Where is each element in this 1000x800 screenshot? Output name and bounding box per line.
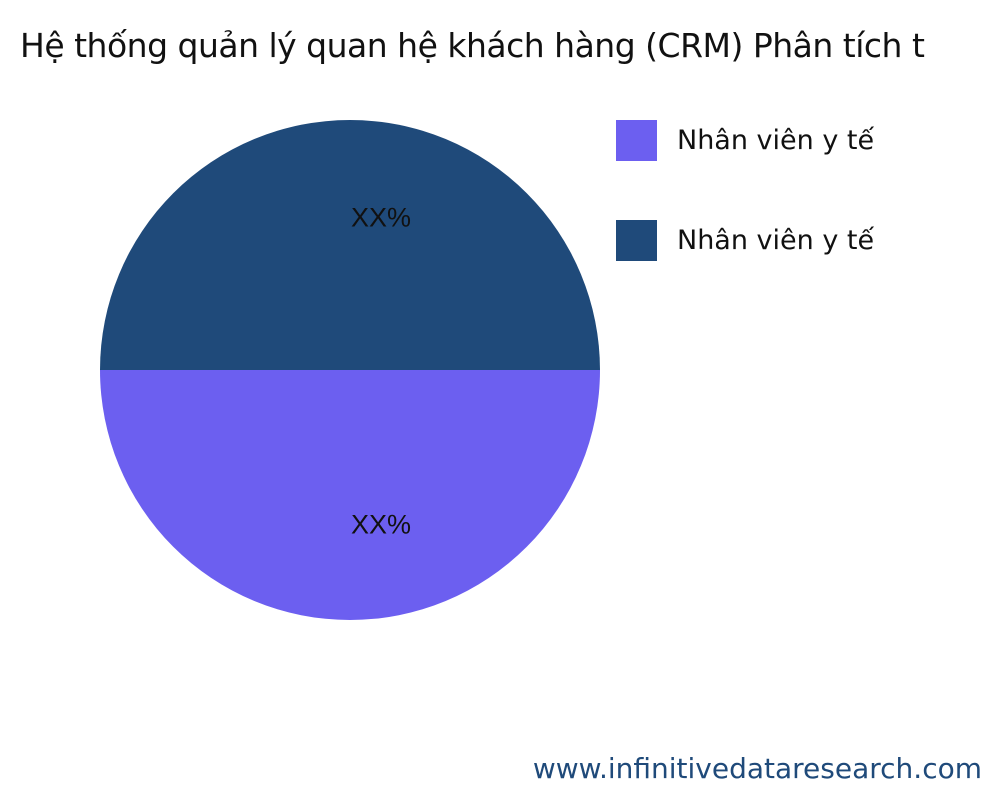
footer-url: www.infinitivedataresearch.com xyxy=(532,752,982,785)
legend-swatch xyxy=(616,120,657,161)
slice-label: XX% xyxy=(351,203,411,233)
legend-item: Nhân viên y tế xyxy=(616,220,874,261)
chart-title: Hệ thống quản lý quan hệ khách hàng (CRM… xyxy=(20,26,925,65)
legend-label: Nhân viên y tế xyxy=(677,225,875,256)
legend-label: Nhân viên y tế xyxy=(677,125,875,156)
legend-swatch xyxy=(616,220,657,261)
legend-item: Nhân viên y tế xyxy=(616,120,874,161)
slice-label: XX% xyxy=(351,509,411,539)
pie-slice xyxy=(100,370,600,620)
pie-slice xyxy=(100,120,600,370)
